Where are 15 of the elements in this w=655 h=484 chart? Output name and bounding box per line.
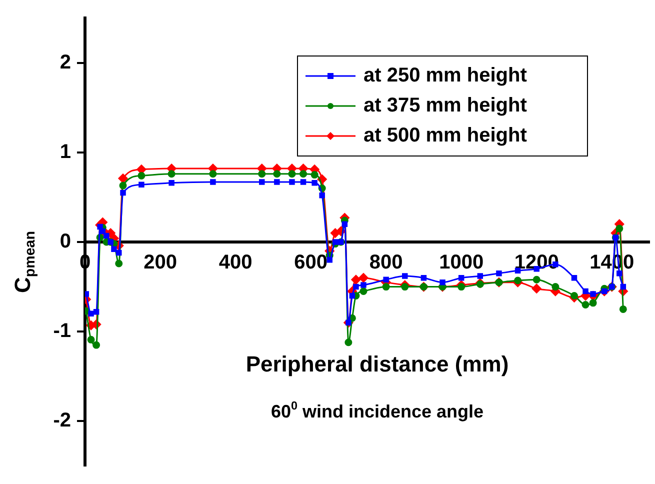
- x-tick-label: 800: [369, 252, 403, 274]
- y-tick-label: 0: [60, 230, 71, 253]
- y-tick-label: 1: [60, 140, 71, 163]
- legend-label: at 500 mm height: [364, 124, 528, 147]
- x-tick-label: 400: [218, 252, 252, 274]
- y-tick-label: -2: [53, 410, 71, 432]
- legend-label: at 250 mm height: [364, 64, 528, 87]
- x-tick-label: 1000: [439, 252, 484, 274]
- x-axis-title: Peripheral distance (mm): [246, 352, 509, 377]
- y-axis-title: Cpmean: [10, 231, 39, 293]
- y-tick-label: -1: [53, 320, 71, 342]
- y-tick-label: 2: [60, 51, 71, 74]
- legend-label: at 375 mm height: [364, 94, 528, 117]
- x-tick-label: 600: [294, 252, 328, 274]
- x-tick-label: 200: [144, 252, 177, 274]
